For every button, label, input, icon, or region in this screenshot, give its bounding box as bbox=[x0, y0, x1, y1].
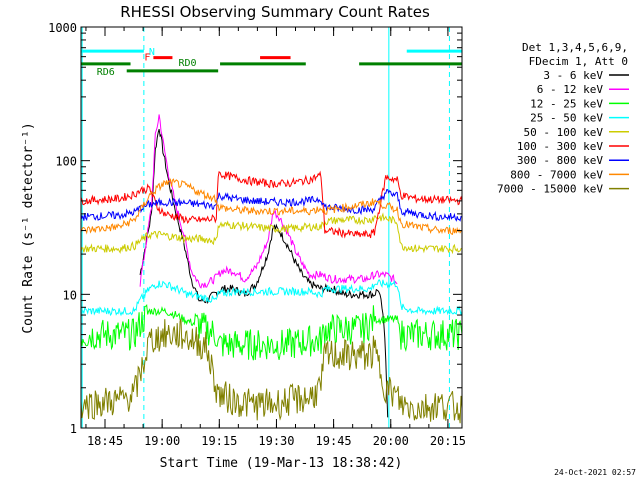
series-line-5 bbox=[80, 170, 463, 239]
flag-label-3: RD6 bbox=[97, 67, 115, 78]
flag-label-1: F bbox=[144, 53, 150, 64]
legend-label-4: 50 - 100 keV bbox=[524, 126, 604, 139]
legend-label-6: 300 - 800 keV bbox=[517, 154, 603, 167]
series-line-7 bbox=[80, 178, 463, 236]
legend-label-2: 12 - 25 keV bbox=[530, 97, 603, 110]
y-tick-label-0: 1 bbox=[70, 422, 77, 436]
series-line-1 bbox=[139, 114, 398, 289]
legend-label-1: 6 - 12 keV bbox=[537, 83, 604, 96]
series-line-2 bbox=[80, 303, 463, 361]
x-tick-label-3: 19:30 bbox=[258, 434, 294, 448]
y-tick-label-1: 10 bbox=[63, 288, 77, 302]
legend-label-7: 800 - 7000 keV bbox=[510, 168, 603, 181]
y-axis-label: Count Rate (s⁻¹ detector⁻¹) bbox=[21, 122, 36, 333]
plot-marks: NF RD0 RD6 bbox=[80, 27, 463, 428]
chart-title: RHESSI Observing Summary Count Rates bbox=[120, 3, 430, 21]
legend-header-1: FDecim 1, Att 0 bbox=[529, 55, 628, 68]
legend-label-5: 100 - 300 keV bbox=[517, 140, 603, 153]
series-line-4 bbox=[80, 212, 462, 255]
axis-ticks: 1 10 100 1000 18:45 19:00 19:15 19:30 19:45 20:00… bbox=[48, 21, 466, 448]
legend-header-0: Det 1,3,4,5,6,9, bbox=[522, 41, 628, 54]
y-tick-label-3: 1000 bbox=[48, 21, 77, 35]
x-tick-label-4: 19:45 bbox=[316, 434, 352, 448]
x-tick-label-1: 19:00 bbox=[144, 434, 180, 448]
flag-label-0: N bbox=[149, 47, 155, 58]
legend-label-8: 7000 - 15000 keV bbox=[497, 183, 603, 196]
series-line-3 bbox=[80, 278, 463, 317]
x-tick-label-0: 18:45 bbox=[87, 434, 123, 448]
legend-label-3: 25 - 50 keV bbox=[530, 112, 603, 125]
legend: Det 1,3,4,5,6,9,FDecim 1, Att 03 - 6 keV… bbox=[497, 41, 629, 196]
x-axis-label: Start Time (19-Mar-13 18:38:42) bbox=[160, 456, 403, 471]
legend-label-0: 3 - 6 keV bbox=[543, 69, 603, 82]
x-tick-label-6: 20:15 bbox=[430, 434, 466, 448]
y-tick-label-2: 100 bbox=[55, 155, 77, 169]
plot-frame bbox=[80, 26, 463, 429]
series-line-8 bbox=[80, 317, 463, 424]
datestamp: 24-Oct-2021 02:57 bbox=[554, 468, 636, 477]
series-line-0 bbox=[139, 128, 389, 418]
x-tick-label-5: 20:00 bbox=[373, 434, 409, 448]
x-tick-label-2: 19:15 bbox=[201, 434, 237, 448]
flag-label-2: RD0 bbox=[179, 58, 197, 69]
